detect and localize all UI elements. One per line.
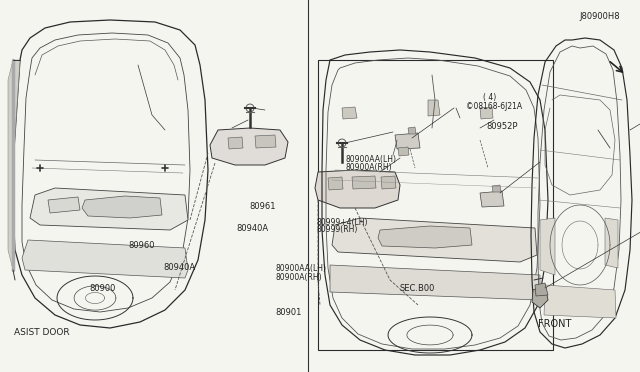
Polygon shape <box>428 100 440 116</box>
Polygon shape <box>315 170 400 208</box>
Text: ©08168-6J21A: ©08168-6J21A <box>466 102 522 110</box>
Text: 80940A: 80940A <box>237 224 269 233</box>
Text: SEC.B00: SEC.B00 <box>400 284 435 293</box>
Polygon shape <box>352 176 376 189</box>
Text: 80900AA(LH): 80900AA(LH) <box>275 264 326 273</box>
Text: 80900: 80900 <box>90 284 116 293</box>
Text: 80940A: 80940A <box>163 263 195 272</box>
Polygon shape <box>544 285 616 318</box>
Text: 80961: 80961 <box>250 202 276 211</box>
Polygon shape <box>8 60 20 270</box>
Polygon shape <box>330 265 540 300</box>
Text: 80999(RH): 80999(RH) <box>317 225 358 234</box>
Polygon shape <box>48 197 80 213</box>
Text: 80901: 80901 <box>275 308 301 317</box>
Polygon shape <box>210 128 288 165</box>
Text: 80900AA(LH): 80900AA(LH) <box>346 155 397 164</box>
Bar <box>318 60 553 350</box>
Polygon shape <box>228 137 243 149</box>
Text: J80900H8: J80900H8 <box>579 12 620 21</box>
Text: 80900A(RH): 80900A(RH) <box>346 163 392 172</box>
Polygon shape <box>492 185 501 192</box>
Polygon shape <box>378 226 472 248</box>
Polygon shape <box>540 218 555 275</box>
Text: 80900A(RH): 80900A(RH) <box>275 273 322 282</box>
Polygon shape <box>328 177 343 190</box>
Text: 80960: 80960 <box>128 241 154 250</box>
Text: ( 4): ( 4) <box>483 93 497 102</box>
Polygon shape <box>480 191 504 207</box>
Polygon shape <box>480 107 493 119</box>
Text: 80952P: 80952P <box>486 122 518 131</box>
Polygon shape <box>381 176 396 189</box>
Polygon shape <box>535 283 548 296</box>
Polygon shape <box>605 218 618 268</box>
Polygon shape <box>22 240 188 278</box>
Polygon shape <box>408 127 416 134</box>
Text: 80999+4(LH): 80999+4(LH) <box>317 218 368 227</box>
Polygon shape <box>332 218 537 262</box>
Polygon shape <box>532 285 548 308</box>
Text: ASIST DOOR: ASIST DOOR <box>14 328 70 337</box>
Polygon shape <box>398 147 409 156</box>
Polygon shape <box>255 135 276 148</box>
Polygon shape <box>342 107 357 119</box>
Polygon shape <box>82 196 162 218</box>
Polygon shape <box>395 133 420 149</box>
Text: FRONT: FRONT <box>538 319 571 328</box>
Polygon shape <box>30 188 188 230</box>
